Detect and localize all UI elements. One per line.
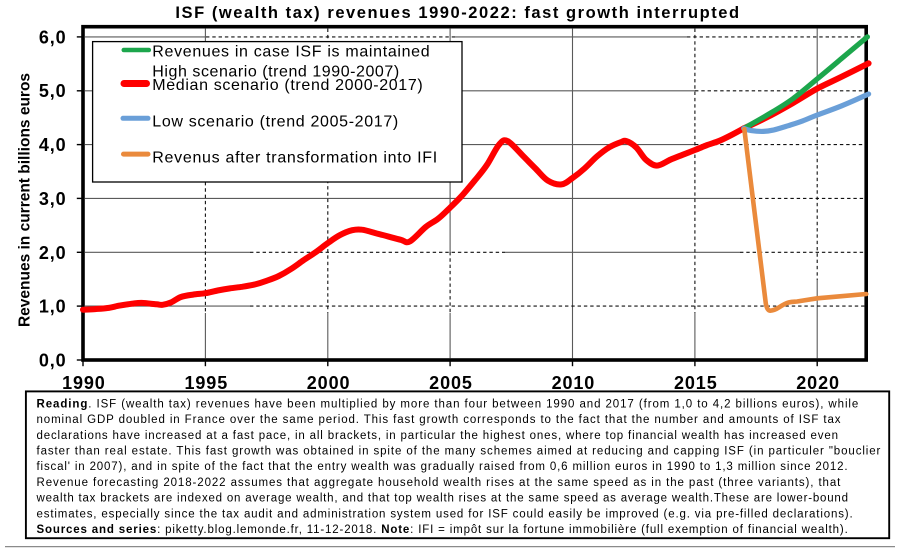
svg-text:faster than real estate. This: faster than real estate. This fast growt… bbox=[37, 446, 882, 458]
svg-text:2015: 2015 bbox=[674, 373, 718, 393]
svg-text:2010: 2010 bbox=[552, 373, 596, 393]
svg-text:3,0: 3,0 bbox=[39, 189, 67, 209]
svg-text:2000: 2000 bbox=[307, 373, 351, 393]
svg-text:Revenues in case ISF is mainta: Revenues in case ISF is maintained bbox=[152, 44, 430, 61]
svg-text:2,0: 2,0 bbox=[39, 243, 67, 263]
svg-text:0,0: 0,0 bbox=[39, 351, 67, 371]
svg-text:1990: 1990 bbox=[62, 373, 106, 393]
svg-text:Median scenario (trend 2000-20: Median scenario (trend 2000-2017) bbox=[152, 77, 423, 94]
svg-text:nominal GDP doubled in France: nominal GDP doubled in France over the s… bbox=[37, 414, 842, 426]
svg-text:5,0: 5,0 bbox=[39, 81, 67, 101]
svg-text:Low scenario (trend 2005-2017): Low scenario (trend 2005-2017) bbox=[152, 114, 399, 131]
svg-text:Revenue forecasting 2018-2022: Revenue forecasting 2018-2022 assumes th… bbox=[37, 477, 842, 489]
svg-text:1,0: 1,0 bbox=[39, 297, 67, 317]
svg-text:Revenues in current billions e: Revenues in current billions euros bbox=[17, 73, 34, 327]
svg-text:Sources and series: piketty.bl: Sources and series: piketty.blog.lemonde… bbox=[37, 524, 849, 536]
svg-text:2005: 2005 bbox=[429, 373, 473, 393]
svg-text:1995: 1995 bbox=[184, 373, 228, 393]
svg-text:4,0: 4,0 bbox=[39, 135, 67, 155]
svg-text:estimates, especially since th: estimates, especially since the tax audi… bbox=[37, 508, 854, 520]
svg-text:Revenus after transformation i: Revenus after transformation into IFI bbox=[152, 149, 438, 166]
svg-text:2020: 2020 bbox=[796, 373, 840, 393]
svg-text:High scenario (trend 1990-2007: High scenario (trend 1990-2007) bbox=[152, 63, 399, 80]
svg-text:wealth tax brackets are indexe: wealth tax brackets are indexed on avera… bbox=[36, 493, 849, 505]
svg-text:6,0: 6,0 bbox=[39, 27, 67, 47]
svg-text:Reading. ISF (wealth tax) reve: Reading. ISF (wealth tax) revenues have … bbox=[37, 398, 860, 410]
svg-text:declarations have increased at: declarations have increased at a fast pa… bbox=[37, 430, 839, 442]
svg-text:fiscal' in 2007), and in spite: fiscal' in 2007), and in spite of the fa… bbox=[37, 461, 849, 473]
svg-text:ISF (wealth tax) revenues 1990: ISF (wealth tax) revenues 1990-2022: fas… bbox=[175, 4, 740, 22]
